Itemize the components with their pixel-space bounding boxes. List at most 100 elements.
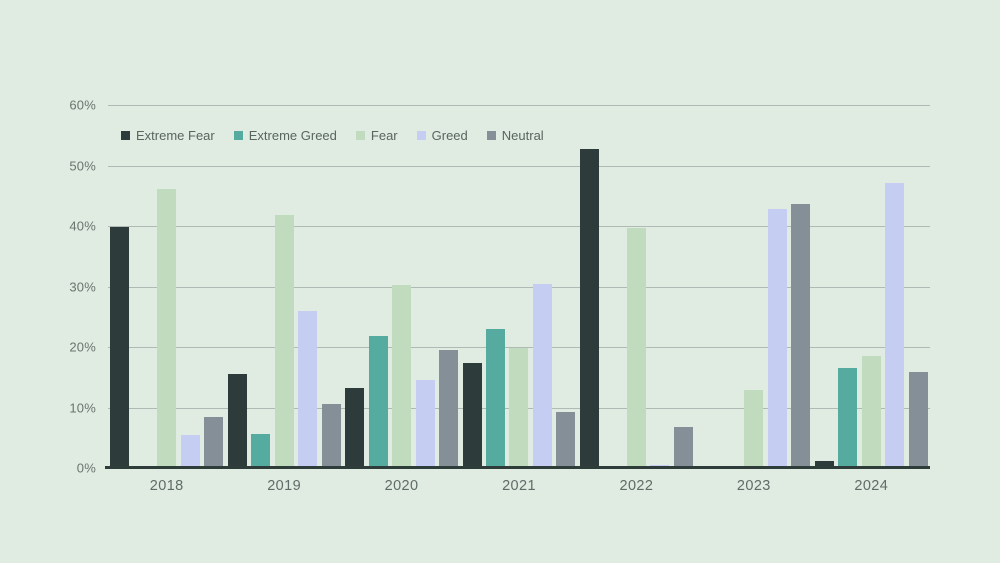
x-tick-label-2022: 2022: [619, 478, 654, 494]
x-tick-label-2019: 2019: [267, 478, 302, 494]
bar-slot: [625, 105, 648, 468]
bar-slot: [695, 105, 718, 468]
bar-neutral-2022[interactable]: [673, 426, 693, 468]
bar-groups: [108, 105, 930, 468]
bar-fear-2019[interactable]: [274, 215, 294, 468]
x-tick-label-2024: 2024: [854, 478, 889, 494]
bar-fear-2021[interactable]: [509, 348, 529, 468]
x-tick-label-2020: 2020: [384, 478, 419, 494]
year-group-2024: [813, 105, 930, 468]
bar-slot: [366, 105, 389, 468]
bar-slot: [272, 105, 295, 468]
bar-neutral-2018[interactable]: [204, 417, 224, 468]
bar-slot: [413, 105, 436, 468]
bar-slot: [648, 105, 671, 468]
legend-swatch-icon: [233, 131, 243, 140]
bar-slot: [225, 105, 248, 468]
gridline-30%: [108, 286, 930, 288]
bar-slot: [296, 105, 319, 468]
x-axis-line: [105, 466, 930, 469]
y-tick-label: 40%: [69, 218, 96, 234]
plot-area: Extreme Fear Extreme Greed Fear Greed Neutra…: [105, 105, 930, 469]
bar-extreme-fear-2019[interactable]: [227, 374, 247, 468]
bar-slot: [766, 105, 789, 468]
bar-neutral-2020[interactable]: [439, 350, 459, 468]
bar-slot: [836, 105, 859, 468]
bar-neutral-2023[interactable]: [791, 204, 811, 468]
legend: Extreme Fear Extreme Greed Fear Greed Neutra…: [121, 128, 544, 143]
year-group-2020: [343, 105, 460, 468]
bar-neutral-2024[interactable]: [908, 371, 928, 468]
bar-slot: [484, 105, 507, 468]
bar-fear-2018[interactable]: [157, 189, 177, 468]
bar-slot: [249, 105, 272, 468]
bar-greed-2018[interactable]: [180, 434, 200, 468]
legend-item-extreme-greed[interactable]: Extreme Greed: [233, 128, 337, 143]
bar-extreme-fear-2021[interactable]: [462, 362, 482, 468]
legend-label: Neutral: [501, 128, 544, 143]
bar-slot: [672, 105, 695, 468]
bar-slot: [460, 105, 483, 468]
legend-item-fear[interactable]: Fear: [355, 128, 398, 143]
x-tick-label-2023: 2023: [736, 478, 771, 494]
legend-label: Greed: [431, 128, 468, 143]
bar-slot: [437, 105, 460, 468]
bar-slot: [554, 105, 577, 468]
legend-label: Extreme Greed: [248, 128, 337, 143]
bar-slot: [719, 105, 742, 468]
bar-fear-2023[interactable]: [744, 389, 764, 468]
bar-slot: [178, 105, 201, 468]
bar-slot: [531, 105, 554, 468]
legend-label: Extreme Fear: [136, 128, 215, 143]
bar-neutral-2019[interactable]: [321, 403, 341, 468]
bar-slot: [742, 105, 765, 468]
bar-slot: [202, 105, 225, 468]
legend-swatch-icon: [486, 131, 496, 140]
bar-extreme-greed-2021[interactable]: [485, 328, 505, 468]
bar-greed-2020[interactable]: [415, 380, 435, 468]
bar-slot: [813, 105, 836, 468]
gridline-50%: [108, 165, 930, 167]
bar-greed-2024[interactable]: [885, 183, 905, 468]
bar-greed-2023[interactable]: [767, 209, 787, 468]
bar-slot: [860, 105, 883, 468]
bar-extreme-greed-2024[interactable]: [838, 368, 858, 468]
bar-fear-2022[interactable]: [626, 227, 646, 468]
bar-fear-2024[interactable]: [861, 356, 881, 468]
bar-extreme-fear-2022[interactable]: [579, 149, 599, 468]
x-tick-label-2021: 2021: [502, 478, 536, 494]
bar-greed-2021[interactable]: [532, 284, 552, 468]
x-tick-label-2018: 2018: [149, 478, 184, 494]
legend-item-extreme-fear[interactable]: Extreme Fear: [121, 128, 215, 143]
bar-slot: [601, 105, 624, 468]
y-tick-label: 30%: [69, 279, 96, 294]
bar-slot: [319, 105, 342, 468]
legend-swatch-icon: [121, 131, 130, 140]
bar-extreme-fear-2018[interactable]: [110, 226, 130, 468]
bar-fear-2020[interactable]: [392, 285, 412, 468]
bar-neutral-2021[interactable]: [556, 411, 576, 468]
legend-item-neutral[interactable]: Neutral: [486, 128, 544, 143]
bar-extreme-greed-2020[interactable]: [368, 336, 388, 468]
bar-slot: [906, 105, 929, 468]
gridline-20%: [108, 347, 930, 348]
bar-slot: [578, 105, 601, 468]
bar-slot: [108, 105, 131, 468]
bar-slot: [390, 105, 413, 468]
bar-slot: [155, 105, 178, 468]
bar-slot: [131, 105, 154, 468]
legend-swatch-icon: [416, 131, 426, 140]
bar-extreme-fear-2024[interactable]: [814, 460, 834, 468]
bar-slot: [343, 105, 366, 468]
y-tick-label: 10%: [69, 400, 96, 415]
bar-greed-2019[interactable]: [298, 310, 318, 468]
bar-slot: [507, 105, 530, 468]
legend-item-greed[interactable]: Greed: [416, 128, 468, 143]
gridline-60%: [108, 105, 930, 106]
year-group-2019: [225, 105, 342, 468]
bar-extreme-greed-2019[interactable]: [251, 434, 271, 468]
y-tick-label: 0%: [76, 460, 96, 476]
bar-slot: [883, 105, 906, 468]
bar-extreme-fear-2020[interactable]: [345, 388, 365, 468]
